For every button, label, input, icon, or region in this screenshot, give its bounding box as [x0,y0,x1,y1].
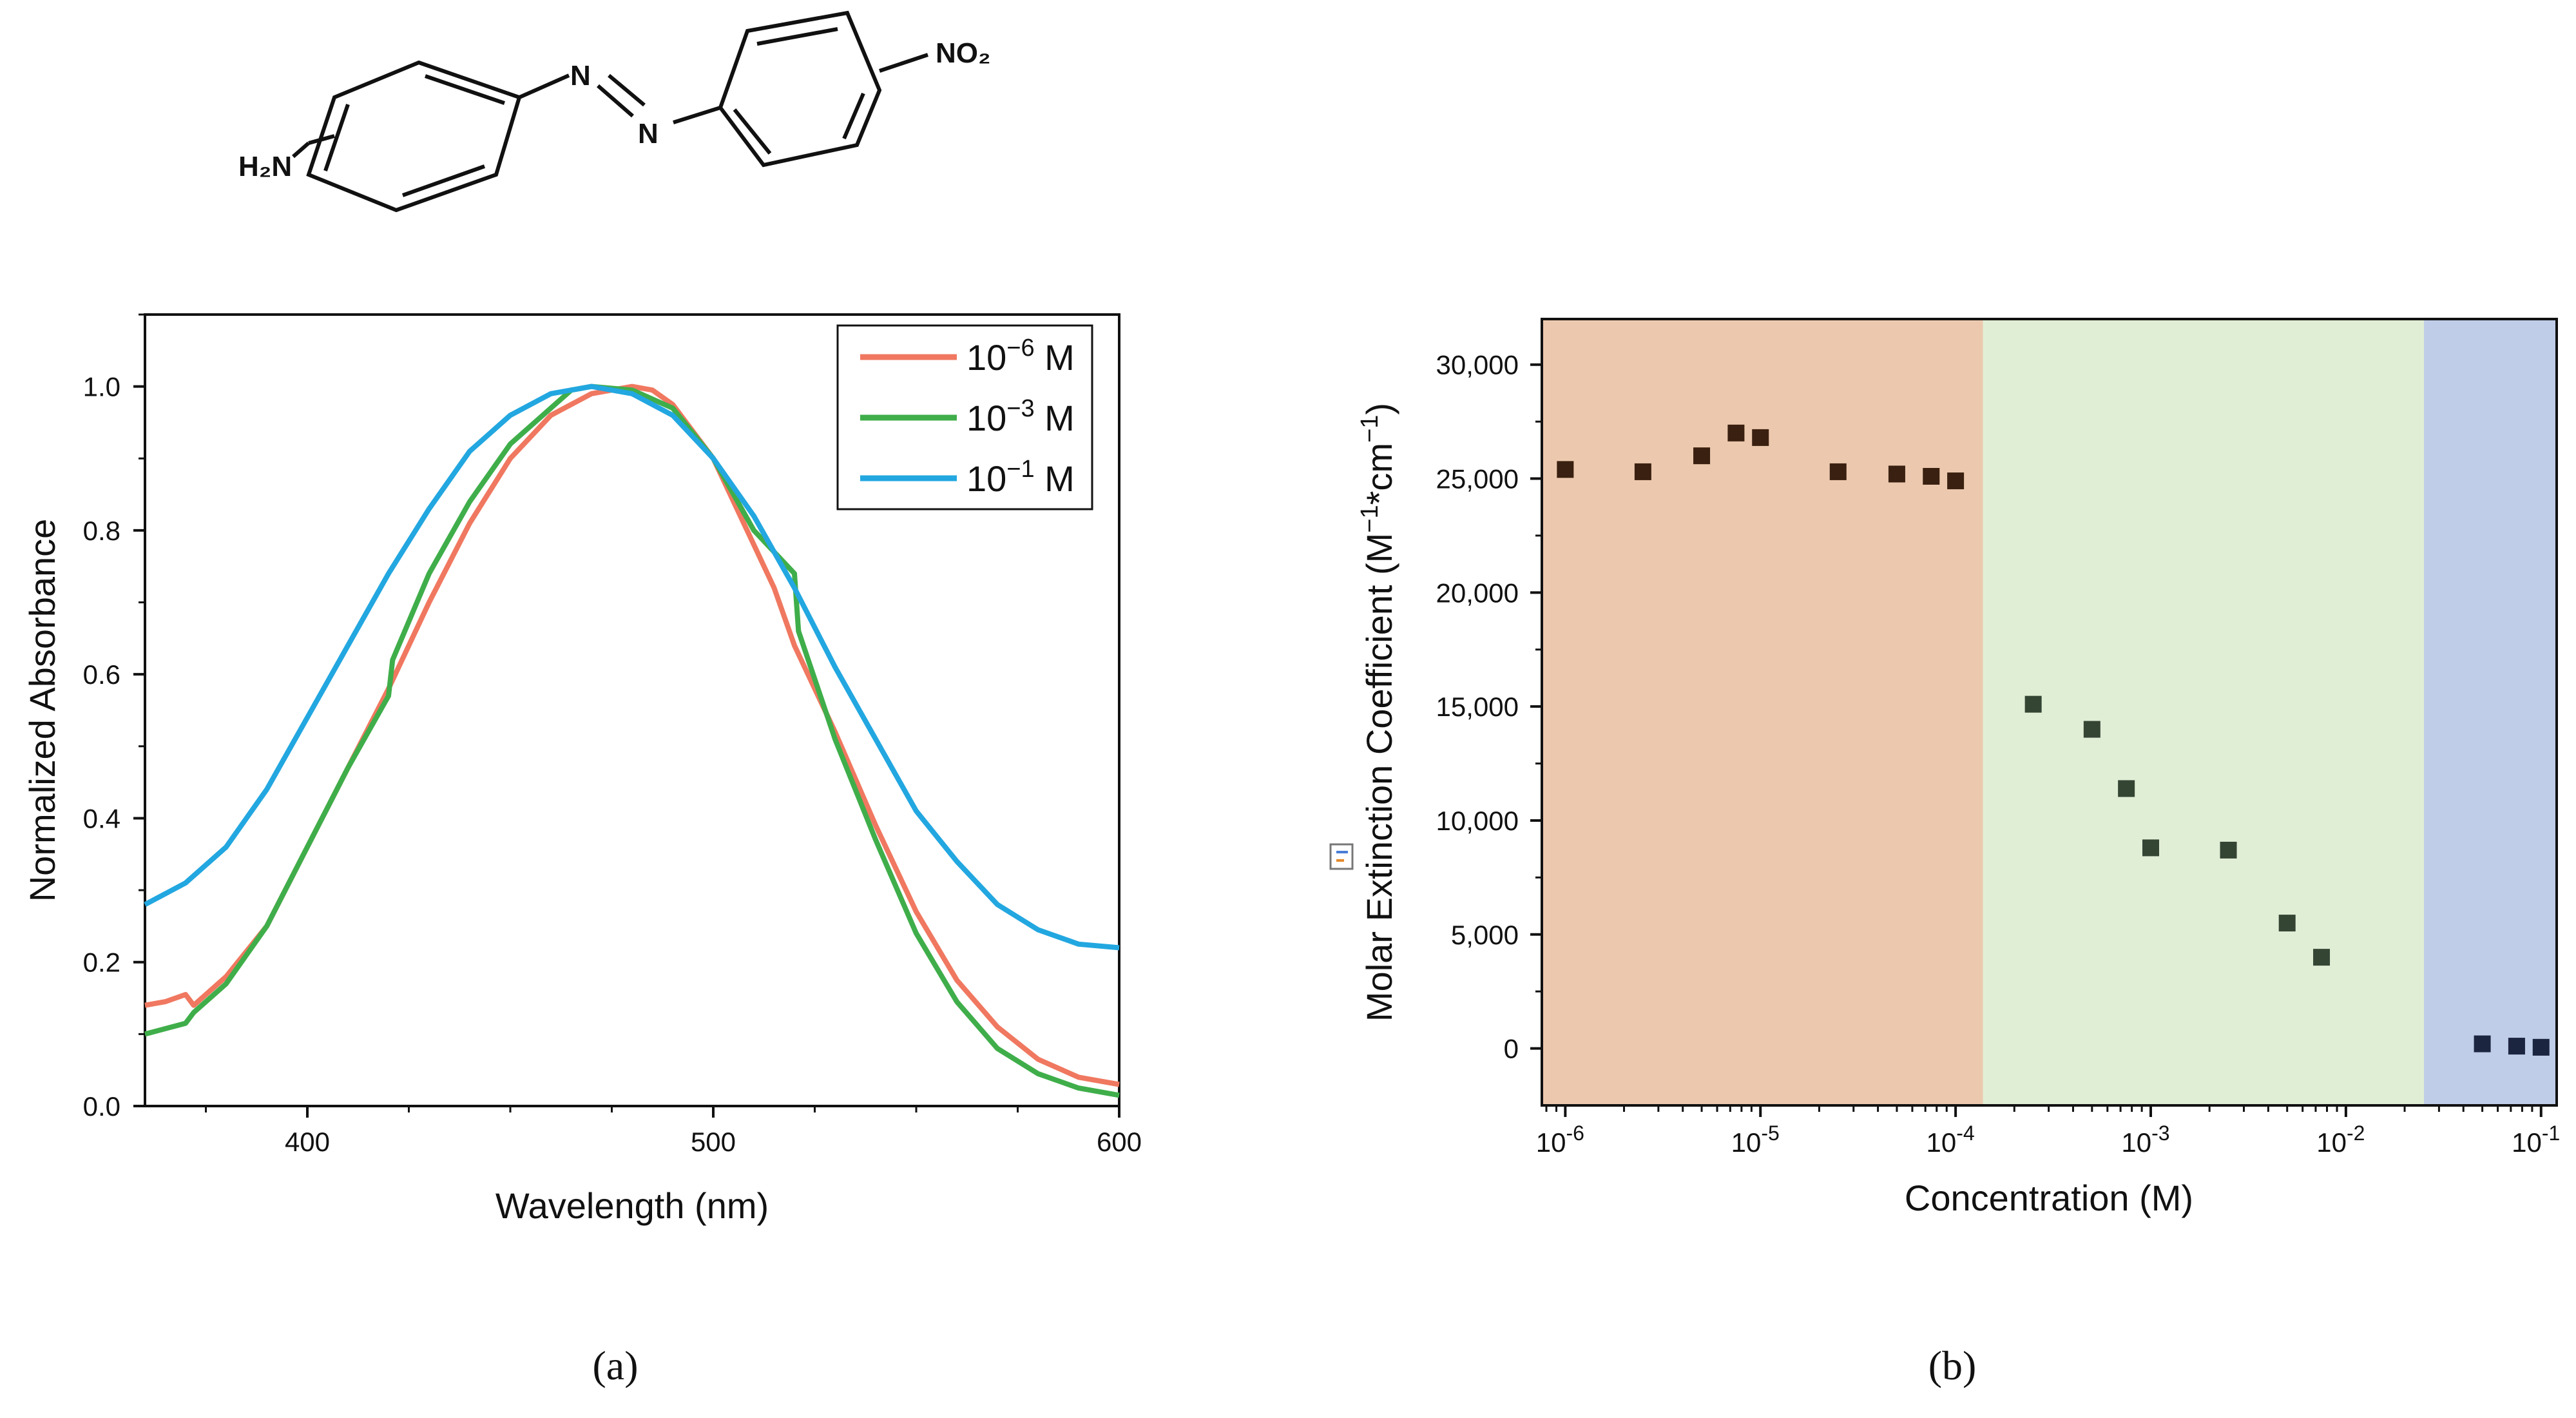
amine-label: H₂N [238,151,292,182]
y-tick-label: 25,000 [1436,464,1519,494]
y-tick-label: 0.2 [83,947,120,978]
y-tick-label: 0.6 [83,659,120,690]
data-point-low [1693,447,1710,464]
figure-canvas: H₂N N N NO₂ 0.0 0.2 0.4 0.6 0.8 1.0 400 500 600 … [0,0,2576,1415]
y-tick-label: 15,000 [1436,692,1519,722]
left-ring-double-bond [403,166,485,195]
figure: H₂N N N NO₂ 0.0 0.2 0.4 0.6 0.8 1.0 400 500 600 … [0,0,2576,1415]
y-tick-label: 0.8 [83,516,120,546]
data-point-mid [2279,915,2296,931]
x-tick-label: 500 [691,1127,736,1157]
azo-nitrogen-label: N [570,60,591,92]
region-region_mid [1983,319,2425,1105]
y-tick-label: 0.0 [83,1091,120,1122]
y-axis-label: Normalized Absorbance [22,519,62,902]
y-tick-label: 10,000 [1436,806,1519,836]
caption-a: (a) [592,1343,638,1388]
x-tick-label: 10-5 [1731,1122,1780,1158]
data-point-high [2474,1036,2491,1053]
x-tick-label: 10-2 [2316,1122,2365,1158]
data-point-high [2508,1038,2525,1054]
y-tick-label: 30,000 [1436,350,1519,380]
x-tick-label: 10-3 [2121,1122,2169,1158]
y-tick-label: 0 [1504,1034,1519,1064]
azo-bond-left [519,75,569,97]
data-point-low [1923,468,1939,485]
data-point-low [1635,463,1651,480]
data-point-mid [2220,842,2237,859]
chemical-structure [293,13,928,210]
y-axis-label: Molar Extinction Coefficient (M−1*cm−1) [1356,403,1399,1022]
caption-b: (b) [1928,1343,1977,1388]
nitro-bond [879,55,928,71]
right-ring-double-bond [757,29,838,44]
data-point-low [1557,461,1573,478]
concentration-regions [1542,319,2557,1105]
data-point-low [1752,429,1769,446]
data-point-mid [2025,696,2042,713]
region-region_high [2424,319,2557,1105]
y-tick-label: 0.4 [83,803,120,833]
nitro-label: NO₂ [936,37,991,69]
left-benzene-ring [309,63,519,210]
azo-bond-right [673,108,720,122]
data-point-mid [2142,839,2159,856]
data-point-low [1727,425,1744,442]
x-axis-label: Concentration (M) [1905,1178,2193,1218]
x-tick-label: 400 [285,1127,330,1157]
x-tick-label: 600 [1097,1127,1142,1157]
y-tick-label: 1.0 [83,372,120,402]
data-point-low [1830,463,1847,480]
azo-nitrogen-label: N [638,118,658,150]
data-point-high [2533,1039,2550,1056]
legend: 10−6 M 10−3 M 10−1 M [838,325,1092,509]
x-axis-label: Wavelength (nm) [495,1185,769,1226]
y-tick-label: 20,000 [1436,578,1519,608]
extinction-chart: 0 5,000 10,000 15,000 20,000 25,000 30,000 10-6… [1331,319,2560,1218]
edit-icon [1331,844,1352,869]
x-tick-label: 10-4 [1927,1122,1975,1158]
y-tick-label: 5,000 [1451,920,1519,950]
x-tick-label: 10-6 [1536,1122,1584,1158]
absorbance-chart: 0.0 0.2 0.4 0.6 0.8 1.0 400 500 600 10−6 M 10−3 … [22,315,1142,1226]
data-point-mid [2084,721,2100,738]
amine-bond [293,143,309,157]
data-point-low [1889,465,1905,482]
x-tick-label: 10-1 [2512,1122,2560,1158]
data-point-low [1947,472,1964,489]
data-point-mid [2313,949,2330,966]
data-point-mid [2118,780,2135,797]
